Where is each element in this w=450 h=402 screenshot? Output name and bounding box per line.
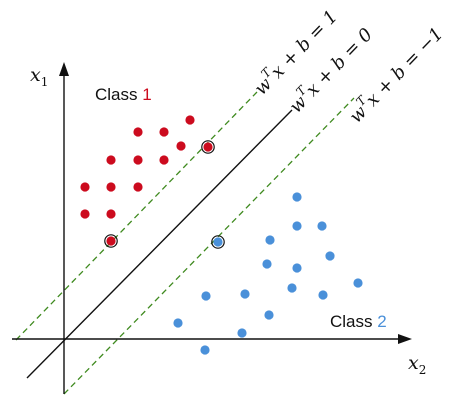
class2-point: [213, 237, 223, 247]
class2-point: [262, 259, 272, 269]
class1-point: [80, 182, 90, 192]
class1-point: [133, 127, 143, 137]
class1-point: [133, 155, 143, 165]
class2-number: 2: [377, 312, 386, 331]
class2-point: [325, 251, 335, 261]
class2-point: [201, 291, 211, 301]
class1-label: Class 1: [95, 85, 152, 104]
class1-point: [203, 142, 213, 152]
margin-line-positive: [15, 91, 258, 341]
class1-points: [80, 115, 213, 246]
class1-point: [185, 115, 195, 125]
class2-point: [237, 328, 247, 338]
x-axis-arrow-icon: [398, 334, 412, 344]
class1-point: [176, 141, 186, 151]
class1-number: 1: [142, 85, 151, 104]
class1-point: [106, 209, 116, 219]
class1-point: [106, 182, 116, 192]
y-axis-label: x1: [30, 64, 48, 89]
class2-point: [292, 192, 302, 202]
decision-boundary: [26, 109, 293, 379]
class2-point: [317, 221, 327, 231]
class2-point: [287, 283, 297, 293]
class1-point: [80, 209, 90, 219]
class2-point: [240, 289, 250, 299]
support-vector-ring: [201, 140, 215, 154]
class2-point: [200, 345, 210, 355]
class2-point: [265, 235, 275, 245]
class1-point: [133, 182, 143, 192]
class2-point: [173, 318, 183, 328]
class2-point: [353, 278, 363, 288]
class1-point: [159, 155, 169, 165]
class2-point: [292, 221, 302, 231]
support-vector-ring: [211, 235, 225, 249]
class2-point: [292, 263, 302, 273]
class2-label: Class 2: [330, 312, 387, 331]
class1-point: [159, 127, 169, 137]
class1-point: [106, 155, 116, 165]
class1-point: [106, 236, 116, 246]
support-vector-ring: [104, 234, 118, 248]
class2-points: [173, 192, 363, 355]
class2-point: [264, 310, 274, 320]
x-axis-label: x2: [408, 352, 426, 377]
y-axis-arrow-icon: [59, 62, 69, 76]
margin-line-negative: [63, 97, 355, 395]
class2-point: [318, 290, 328, 300]
